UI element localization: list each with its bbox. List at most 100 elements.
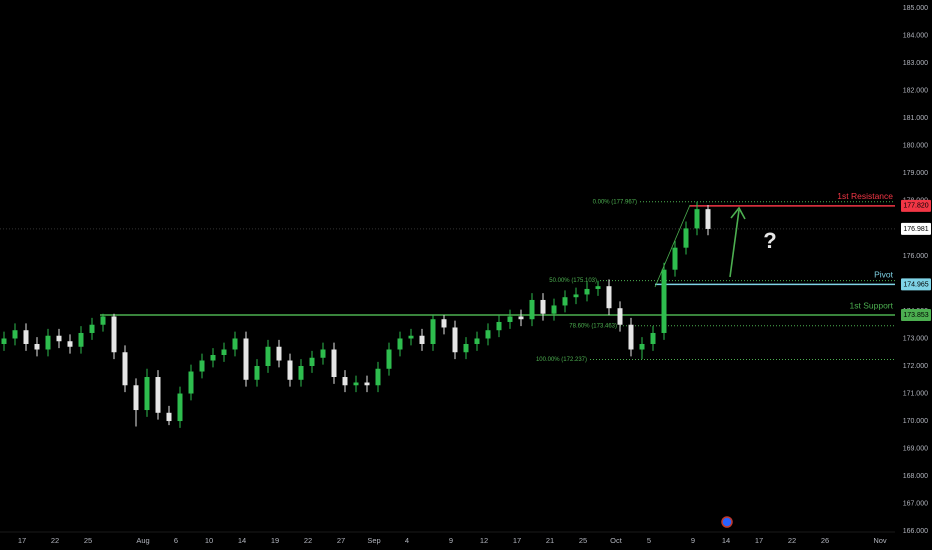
x-tick-label: 26 [821,536,829,545]
candle-body [166,412,172,422]
candle-body [177,393,183,422]
level-price-label: 177.820 [903,203,928,210]
candle-body [199,360,205,372]
candle-body [265,346,271,367]
candle-body [540,299,546,314]
x-tick-label: 17 [755,536,763,545]
candle-body [463,343,469,353]
y-tick-label: 179.000 [903,170,928,177]
candle-body [683,228,689,248]
level-price-label: 173.853 [903,312,928,319]
level-price-box [901,199,931,212]
level-price-label: 174.965 [903,281,928,288]
y-tick-label: 184.000 [903,33,928,40]
x-tick-label: 17 [18,536,26,545]
candle-body [430,319,436,344]
y-tick-label: 181.000 [903,115,928,122]
candle-body [628,324,634,350]
candle-body [419,335,425,344]
arrow-head [730,206,746,220]
x-tick-label: 17 [513,536,521,545]
price-axis-bg [895,0,932,550]
level-name: Pivot [874,270,894,280]
y-tick-label: 172.000 [903,363,928,370]
candle-body [331,349,337,378]
candle-body [320,349,326,358]
x-tick-label: 22 [51,536,59,545]
y-tick-label: 185.000 [903,5,928,12]
candle-body [298,366,304,380]
candle-body [408,335,414,339]
y-tick-label: 180.000 [903,143,928,150]
candle-body [672,247,678,270]
last-price-label: 176.981 [903,226,928,233]
candle-body [309,357,315,367]
x-tick-label: Aug [136,536,149,545]
x-tick-label: 4 [405,536,409,545]
y-tick-label: 183.000 [903,60,928,67]
x-tick-label: 9 [691,536,695,545]
candle-body [551,305,557,314]
x-tick-label: Oct [610,536,623,545]
last-price-box [901,222,931,235]
candle-body [276,346,282,361]
candle-body [89,324,95,333]
level-name: 1st Resistance [837,191,893,201]
candle-body [705,209,711,229]
candle-body [155,377,161,413]
candle-body [573,294,579,298]
arrow-shaft [729,209,740,278]
x-tick-label: 22 [788,536,796,545]
event-icon[interactable] [721,516,733,528]
candle-body [342,377,348,386]
candle-body [221,349,227,355]
x-tick-label: 5 [647,536,651,545]
level-name: 1st Support [850,300,894,310]
candle-body [122,352,128,386]
y-tick-label: 173.000 [903,335,928,342]
candle-body [496,321,502,331]
candle-body [243,338,249,380]
x-tick-label: 9 [449,536,453,545]
candle-body [694,209,700,229]
x-tick-label: 14 [722,536,730,545]
x-tick-label: 10 [205,536,213,545]
candle-body [1,338,7,344]
x-tick-label: 12 [480,536,488,545]
level-price-box [901,309,931,322]
candle-body [287,360,293,380]
candle-body [562,297,568,306]
candle-body [529,299,535,320]
candle-body [67,341,73,347]
fib-label: 50.00% (175.103) [549,278,597,284]
trend-line [654,204,691,288]
candle-body [639,343,645,350]
candle-body [210,354,216,361]
x-tick-label: Sep [367,536,380,545]
candle-body [507,316,513,322]
y-tick-label: 167.000 [903,500,928,507]
candle-body [397,338,403,350]
fib-label: 78.60% (173.463) [569,323,617,329]
candle-body [485,330,491,339]
x-tick-label: 6 [174,536,178,545]
candle-body [353,382,359,386]
candle-body [144,377,150,411]
candle-body [606,286,612,309]
candle-body [441,319,447,328]
x-tick-label: 27 [337,536,345,545]
y-tick-label: 182.000 [903,88,928,95]
x-tick-label: 22 [304,536,312,545]
candle-body [364,382,370,386]
candle-body [452,327,458,353]
candle-body [584,288,590,295]
candle-body [474,338,480,344]
y-tick-label: 168.000 [903,473,928,480]
y-tick-label: 170.000 [903,418,928,425]
candle-body [386,349,392,369]
candle-body [232,338,238,350]
candle-body [133,385,139,411]
